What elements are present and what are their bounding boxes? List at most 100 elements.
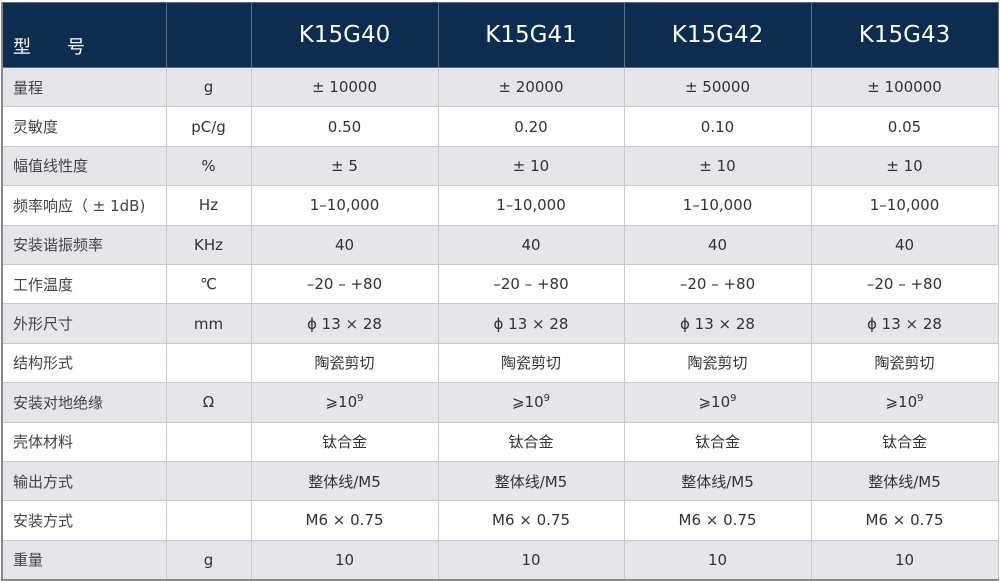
row-unit-text: g: [203, 550, 214, 569]
table-row: 安装方式 M6 × 0.75 M6 × 0.75 M6 × 0.75 M6 × 0.75: [1, 500, 999, 541]
value-cell-text: ⩾10: [325, 393, 358, 412]
exponent: 9: [543, 393, 551, 405]
value-cell-text: M6 × 0.75: [492, 511, 570, 530]
row-unit-text: mm: [193, 314, 224, 333]
value-cell-text: 10: [521, 550, 541, 569]
value-cell: ⩾109: [810, 382, 999, 423]
row-label-text: 安装谐振频率: [13, 236, 104, 255]
value-cell: M6 × 0.75: [250, 500, 439, 541]
table-row: 输出方式 整体线/M5 整体线/M5 整体线/M5 整体线/M5: [1, 460, 999, 502]
row-label-text: 安装方式: [13, 511, 74, 530]
row-label-text: 幅值线性度: [13, 157, 89, 176]
value-cell: ⩾109: [437, 382, 625, 423]
row-label-text: 输出方式: [13, 472, 74, 491]
row-label: 量程: [1, 66, 167, 108]
value-cell-text: 10: [894, 550, 915, 569]
value-cell: ⩾109: [623, 382, 812, 423]
value-cell-text: ⩾10: [698, 393, 731, 412]
table-row: 壳体材料 钛合金 钛合金 钛合金 钛合金: [1, 421, 999, 462]
value-cell-text: –20 – +80: [679, 275, 756, 294]
value-cell-text: 钛合金: [694, 433, 740, 452]
header-model: K15G41: [437, 2, 625, 68]
value-cell: ± 50000: [623, 66, 812, 108]
value-cell: 钛合金: [437, 421, 625, 462]
value-cell-text: ⩾10: [885, 393, 918, 412]
value-cell: 1–10,000: [623, 185, 812, 226]
value-cell-text: 10: [334, 550, 355, 569]
row-label: 频率响应（ ± 1dB): [1, 185, 167, 226]
row-label: 安装谐振频率: [1, 224, 167, 265]
value-cell: –20 – +80: [623, 263, 812, 305]
row-label: 幅值线性度: [1, 145, 167, 187]
row-unit: g: [165, 66, 252, 108]
value-cell: 整体线/M5: [810, 460, 999, 502]
value-cell-text: 40: [707, 235, 728, 254]
value-cell-text: 整体线/M5: [308, 472, 381, 491]
row-unit-text: ℃: [200, 275, 217, 294]
value-cell: 10: [437, 539, 625, 581]
row-unit-text: %: [201, 156, 216, 175]
value-cell: 40: [623, 224, 812, 265]
value-cell: ± 10: [810, 145, 999, 187]
row-unit-text: g: [203, 78, 214, 97]
value-cell: 1–10,000: [250, 185, 439, 226]
value-cell-text: ± 10: [699, 156, 736, 175]
value-cell-text: 10: [707, 550, 728, 569]
value-cell-text: 钛合金: [881, 433, 927, 452]
value-cell-text: ϕ 13 × 28: [867, 314, 942, 333]
row-label: 壳体材料: [1, 421, 167, 462]
row-unit-text: KHz: [194, 235, 223, 254]
value-cell-text: M6 × 0.75: [678, 511, 757, 530]
row-label-text: 重量: [13, 551, 44, 570]
value-cell: 陶瓷剪切: [250, 342, 439, 384]
row-unit: pC/g: [165, 106, 252, 147]
value-cell-text: 40: [334, 235, 355, 254]
row-unit: ℃: [165, 263, 252, 305]
row-unit: [165, 342, 252, 384]
value-cell-text: 整体线/M5: [494, 472, 568, 491]
value-cell: 40: [437, 224, 625, 265]
value-cell: 陶瓷剪切: [810, 342, 999, 384]
value-cell: ± 10000: [250, 66, 439, 108]
value-cell-text: ± 10000: [311, 78, 378, 97]
value-cell-text: 0.05: [887, 117, 922, 136]
value-cell-text: 40: [894, 235, 915, 254]
header-model: K15G40: [250, 2, 439, 68]
value-cell-text: 1–10,000: [309, 196, 380, 215]
value-cell-text: ± 5: [331, 156, 358, 175]
row-unit-text: Hz: [198, 196, 219, 215]
table-row: 安装对地绝缘 Ω ⩾109 ⩾109 ⩾109 ⩾109: [1, 382, 999, 423]
table-row: 工作温度 ℃ –20 – +80 –20 – +80 –20 – +80 –20 – +8…: [1, 263, 999, 305]
value-cell-text: 整体线/M5: [868, 472, 941, 491]
row-label: 输出方式: [1, 460, 167, 502]
row-label-text: 工作温度: [13, 275, 74, 294]
row-unit: KHz: [165, 224, 252, 265]
value-cell-text: ± 100000: [867, 78, 942, 97]
header-model: K15G42: [623, 2, 812, 68]
value-cell: 0.10: [623, 106, 812, 147]
value-cell-text: ϕ 13 × 28: [307, 314, 382, 333]
table-row: 安装谐振频率 KHz 40 40 40 40: [1, 224, 999, 265]
row-label-text: 安装对地绝缘: [13, 393, 104, 412]
table-row: 灵敏度 pC/g 0.50 0.20 0.10 0.05: [1, 106, 999, 147]
value-cell-text: ϕ 13 × 28: [493, 314, 569, 333]
row-label-text: 灵敏度: [13, 118, 59, 137]
row-unit: Hz: [165, 185, 252, 226]
row-unit: [165, 500, 252, 541]
value-cell-text: ± 50000: [684, 78, 751, 97]
value-cell-text: –20 – +80: [306, 275, 383, 294]
value-cell: ⩾109: [250, 382, 439, 423]
value-cell-text: 整体线/M5: [681, 472, 754, 491]
value-cell: 陶瓷剪切: [437, 342, 625, 384]
row-label-text: 结构形式: [13, 354, 74, 373]
row-label-text: 外形尺寸: [13, 315, 74, 334]
row-unit-text: pC/g: [191, 117, 226, 136]
header-row: 型 号 K15G40 K15G41 K15G42 K15G43: [1, 2, 999, 68]
value-cell-text: 0.50: [327, 117, 362, 136]
value-cell: ± 100000: [810, 66, 999, 108]
table-row: 重量 g 10 10 10 10: [1, 539, 999, 581]
row-label: 结构形式: [1, 342, 167, 384]
value-cell: 1–10,000: [810, 185, 999, 226]
value-cell: 钛合金: [810, 421, 999, 462]
